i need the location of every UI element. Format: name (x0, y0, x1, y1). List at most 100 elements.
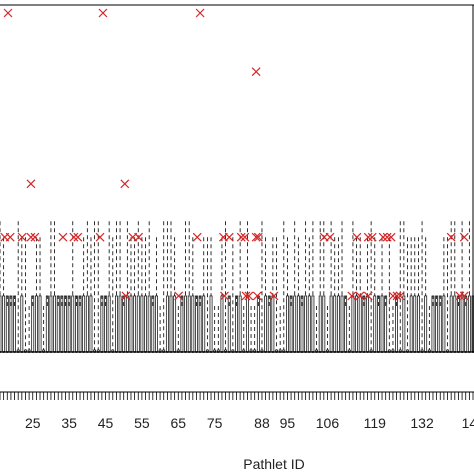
box-93 (278, 305, 282, 353)
box-103 (315, 305, 318, 353)
box-body (118, 295, 122, 353)
box-body (71, 295, 75, 353)
box-body (246, 295, 249, 353)
outlier-marker (352, 232, 362, 242)
box-body (467, 295, 471, 353)
box-125 (395, 295, 398, 353)
box-body (293, 295, 297, 353)
outlier-stroke-b (244, 291, 254, 301)
box-109 (336, 237, 340, 353)
box-73 (205, 237, 209, 353)
box-101 (307, 237, 311, 353)
box-body (38, 295, 42, 353)
box-63 (169, 221, 173, 353)
box-body (373, 295, 377, 353)
box-57 (147, 221, 151, 353)
outlier-stroke-b (120, 179, 130, 189)
x-tick-label: 65 (170, 415, 186, 431)
x-tick-label: 55 (134, 415, 150, 431)
box-body (34, 295, 38, 353)
box-body (460, 295, 464, 353)
box-79 (227, 295, 231, 353)
outlier-marker (252, 291, 262, 301)
box-58 (151, 295, 155, 353)
outlier-marker (378, 232, 388, 242)
box-144 (464, 295, 468, 353)
box-111 (344, 295, 348, 353)
box-body (184, 295, 187, 353)
box-body (169, 295, 173, 353)
outlier-marker (241, 291, 251, 301)
box-body (340, 295, 344, 353)
box-122 (384, 295, 388, 353)
box-body (264, 295, 268, 353)
box-body (173, 295, 177, 353)
x-tick-label: 14 (462, 415, 474, 431)
box-body (147, 295, 151, 353)
box-52 (129, 237, 133, 353)
outlier-marker (269, 291, 279, 301)
x-tick-label: 45 (98, 415, 114, 431)
box-39 (82, 237, 86, 353)
outlier-marker (17, 232, 27, 242)
outlier-stroke-b (378, 232, 388, 242)
outlier-stroke-b (26, 232, 36, 242)
box-40 (85, 221, 89, 353)
box-100 (304, 221, 308, 353)
box-body (453, 295, 457, 353)
box-19 (9, 295, 13, 353)
outlier-stroke-b (388, 291, 398, 301)
outlier-stroke-b (392, 291, 402, 301)
outlier-marker (446, 232, 456, 242)
outlier-marker (455, 291, 465, 301)
box-body (286, 295, 289, 353)
box-body (136, 295, 140, 353)
x-tick-label: 25 (25, 415, 41, 431)
outlier-stroke-b (30, 232, 40, 242)
x-axis-title: Pathlet ID (243, 456, 304, 472)
box-17 (2, 237, 6, 353)
box-70 (195, 295, 198, 353)
box-body (402, 295, 406, 353)
box-120 (377, 295, 380, 353)
outlier-stroke-b (17, 232, 27, 242)
outlier-marker (253, 232, 263, 242)
outlier-marker (120, 179, 130, 189)
box-body (129, 295, 133, 353)
box-68 (187, 221, 191, 353)
outlier-marker (95, 232, 105, 242)
box-129 (409, 237, 413, 353)
outlier-stroke-b (363, 232, 373, 242)
box-29 (45, 295, 49, 353)
box-49 (118, 221, 122, 353)
x-tick-label: 75 (207, 415, 223, 431)
box-116 (362, 295, 366, 353)
outlier-stroke-b (395, 291, 405, 301)
outlier-marker (26, 179, 36, 189)
box-body (191, 295, 195, 353)
box-body (318, 295, 322, 353)
box-130 (413, 237, 417, 353)
box-126 (398, 221, 402, 353)
box-114 (355, 237, 358, 353)
box-60 (158, 305, 162, 353)
box-33 (60, 295, 64, 353)
box-45 (104, 295, 107, 353)
outlier-stroke-b (251, 232, 261, 242)
outlier-stroke-b (192, 232, 202, 242)
outlier-stroke-b (367, 232, 377, 242)
outlier-stroke-b (26, 179, 36, 189)
outlier-stroke-b (363, 291, 373, 301)
outlier-marker (134, 232, 144, 242)
outlier-stroke-b (325, 232, 335, 242)
outlier-stroke-b (236, 232, 246, 242)
box-62 (165, 221, 169, 353)
outlier-stroke-b (98, 8, 108, 18)
outlier-marker (347, 291, 357, 301)
box-body (53, 295, 56, 353)
x-tick-label: 119 (364, 415, 387, 431)
outlier-marker (395, 291, 405, 301)
x-tick-label: 132 (410, 415, 434, 431)
box-body (409, 295, 413, 353)
box-27 (38, 237, 42, 353)
